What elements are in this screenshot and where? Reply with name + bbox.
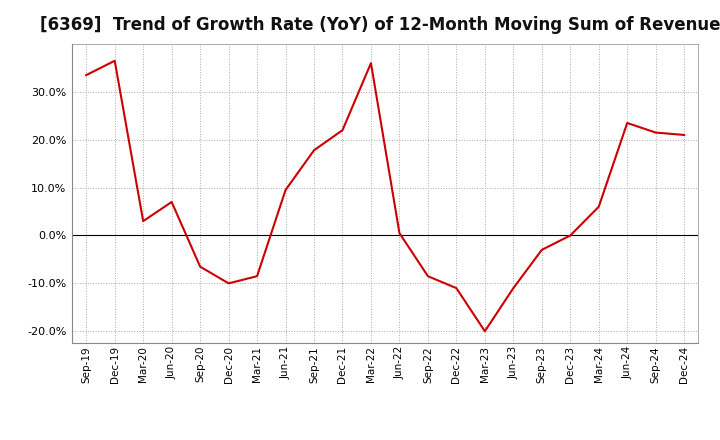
Title: [6369]  Trend of Growth Rate (YoY) of 12-Month Moving Sum of Revenues: [6369] Trend of Growth Rate (YoY) of 12-… — [40, 16, 720, 34]
